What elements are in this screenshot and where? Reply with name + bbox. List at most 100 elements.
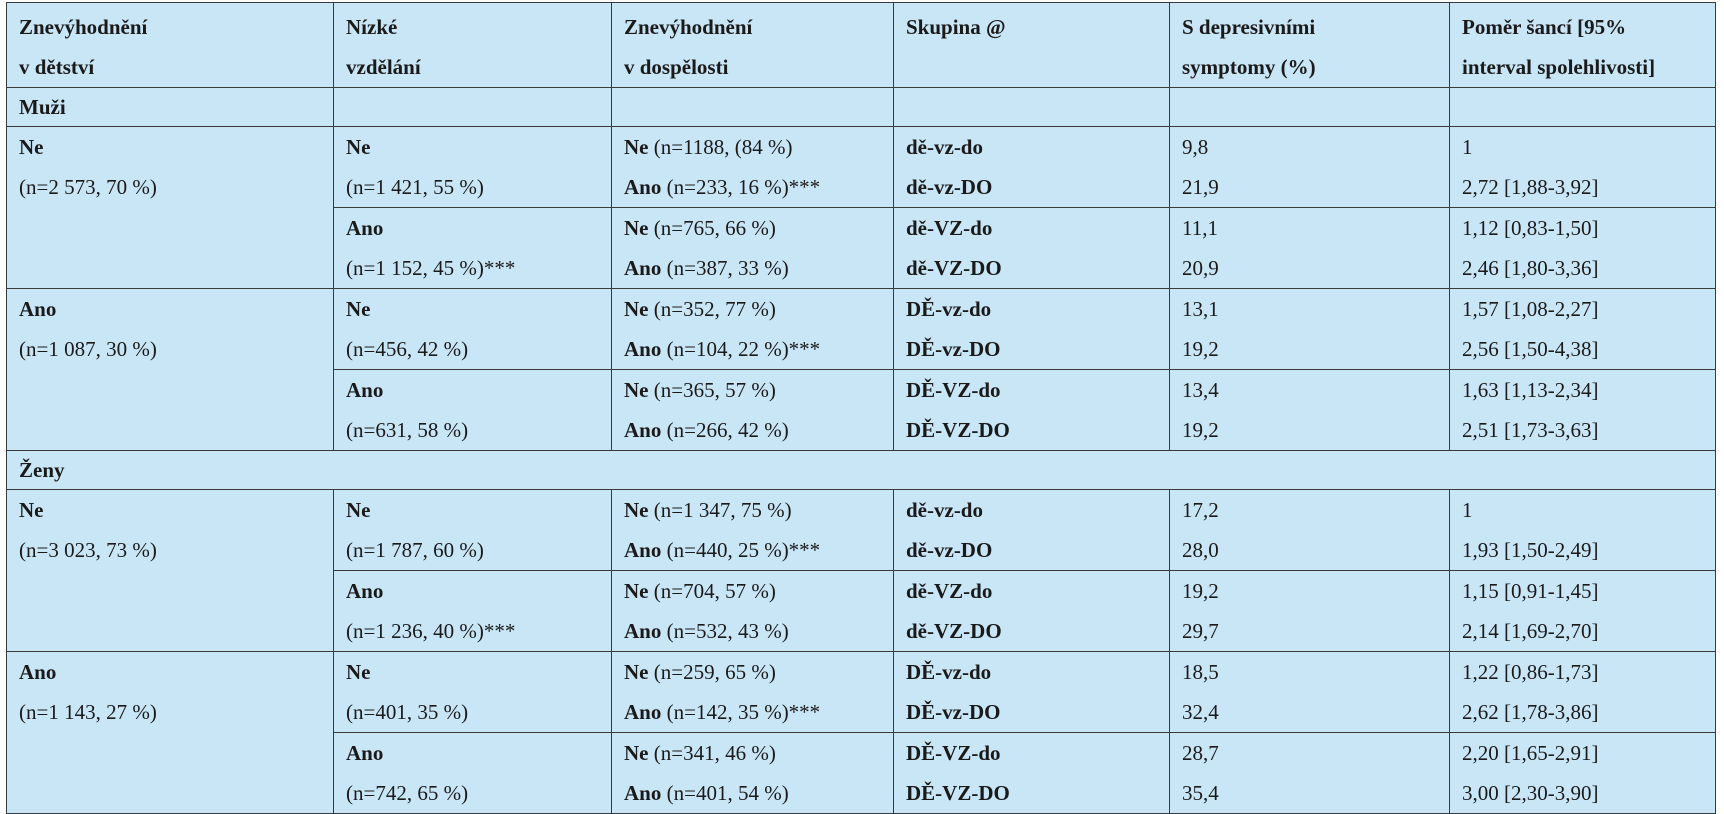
education-cell: Ne (n=401, 35 %) <box>333 651 612 733</box>
empty-cell <box>333 87 612 127</box>
table-body: Znevýhodnění v dětství Nízké vzdělání Zn… <box>6 2 1716 814</box>
cell-line: Ano <box>346 208 611 248</box>
cell-line: (n=401, 35 %) <box>346 692 611 732</box>
cell-line: 2,51 [1,73-3,63] <box>1462 410 1715 450</box>
odds-ratio: 2,72 [1,88-3,92] <box>1462 175 1599 199</box>
childhood-cell: Ano (n=1 087, 30 %) <box>6 288 334 451</box>
header-line: v dětství <box>19 55 95 79</box>
depressive-pct: 11,1 <box>1182 216 1218 240</box>
childhood-label: Ano <box>19 660 57 684</box>
education-label: Ano <box>346 741 384 765</box>
table-row: Ne (n=2 573, 70 %) Ne (n=1 421, 55 %) Ne (n=… <box>6 126 1716 289</box>
depressive-pct: 19,2 <box>1182 418 1219 442</box>
cell-line: 2,46 [1,80-3,36] <box>1462 248 1715 288</box>
education-cell: Ne (n=1 421, 55 %) <box>333 126 612 208</box>
depressive-pct: 19,2 <box>1182 337 1219 361</box>
cell-line: 28,7 <box>1182 733 1449 773</box>
adulthood-label: Ano <box>624 700 662 724</box>
cell-line: Ano (n=233, 16 %)*** <box>624 167 893 207</box>
odds-ratio: 3,00 [2,30-3,90] <box>1462 781 1599 805</box>
header-line: vzdělání <box>346 55 421 79</box>
cell-line: Ano (n=532, 43 %) <box>624 611 893 651</box>
cell-line: DĚ-vz-DO <box>906 329 1169 369</box>
table-row: Ano (n=631, 58 %) Ne (n=365, 57 %) Ano (n=2… <box>7 369 1716 451</box>
cell-line: 21,9 <box>1182 167 1449 207</box>
depressive-pct: 32,4 <box>1182 700 1219 724</box>
depressive-pct-cell: 28,7 35,4 <box>1169 732 1450 814</box>
cell-line: Ne (n=1188, (84 %) <box>624 127 893 167</box>
cell-line: Ne <box>346 652 611 692</box>
adulthood-count: (n=341, 46 %) <box>648 741 776 765</box>
odds-ratio-cell: 1,15 [0,91-1,45] 2,14 [1,69-2,70] <box>1449 570 1716 652</box>
education-count: (n=401, 35 %) <box>346 700 469 724</box>
header-cell-education: Nízké vzdělání <box>333 2 612 88</box>
adulthood-count: (n=765, 66 %) <box>648 216 776 240</box>
cell-line: dě-VZ-do <box>906 208 1169 248</box>
adulthood-label: Ano <box>624 619 662 643</box>
childhood-count: (n=2 573, 70 %) <box>19 175 157 199</box>
header-cell-group: Skupina @ <box>893 2 1170 88</box>
odds-ratio: 1,12 [0,83-1,50] <box>1462 216 1599 240</box>
header-line: S depresivními <box>1182 15 1316 39</box>
cell-line: 2,20 [1,65-2,91] <box>1462 733 1715 773</box>
group-code: DĚ-VZ-DO <box>906 781 1010 805</box>
group-cell: DĚ-vz-do DĚ-vz-DO <box>893 288 1170 370</box>
adulthood-label: Ne <box>624 135 649 159</box>
adulthood-count: (n=387, 33 %) <box>661 256 789 280</box>
depressive-pct-cell: 11,1 20,9 <box>1169 207 1450 289</box>
table-row: Ne (n=3 023, 73 %) Ne (n=1 787, 60 %) Ne (n=… <box>6 489 1716 652</box>
depressive-pct: 9,8 <box>1182 135 1209 159</box>
adulthood-count: (n=142, 35 %)*** <box>661 700 821 724</box>
header-line: Nízké <box>346 15 398 39</box>
cell-line: 1,12 [0,83-1,50] <box>1462 208 1715 248</box>
odds-ratio: 1,57 [1,08-2,27] <box>1462 297 1599 321</box>
adulthood-cell: Ne (n=704, 57 %) Ano (n=532, 43 %) <box>611 570 894 652</box>
adulthood-cell: Ne (n=765, 66 %) Ano (n=387, 33 %) <box>611 207 894 289</box>
cell-line: Ano <box>346 370 611 410</box>
group-code: DĚ-vz-DO <box>906 337 1001 361</box>
cell-line: Ne <box>346 127 611 167</box>
cell-line: (n=3 023, 73 %) <box>19 530 333 570</box>
education-cell: Ano (n=742, 65 %) <box>333 732 612 814</box>
cell-line: 2,56 [1,50-4,38] <box>1462 329 1715 369</box>
cell-line: Ano (n=266, 42 %) <box>624 410 893 450</box>
adulthood-cell: Ne (n=1188, (84 %) Ano (n=233, 16 %)*** <box>611 126 894 208</box>
data-table: Znevýhodnění v dětství Nízké vzdělání Zn… <box>6 2 1716 814</box>
cell-line: (n=2 573, 70 %) <box>19 167 333 207</box>
cell-line: 35,4 <box>1182 773 1449 813</box>
adulthood-count: (n=401, 54 %) <box>661 781 789 805</box>
education-cell: Ne (n=1 787, 60 %) <box>333 489 612 571</box>
depressive-pct-cell: 13,1 19,2 <box>1169 288 1450 370</box>
data-table-container: Znevýhodnění v dětství Nízké vzdělání Zn… <box>6 2 1716 814</box>
empty-cell <box>1449 87 1716 127</box>
group-code: dě-vz-do <box>906 498 983 522</box>
cell-line: 9,8 <box>1182 127 1449 167</box>
depressive-pct: 35,4 <box>1182 781 1219 805</box>
empty-cell <box>611 87 894 127</box>
cell-line: dě-vz-do <box>906 490 1169 530</box>
header-line: Poměr šancí [95% <box>1462 15 1627 39</box>
depressive-pct: 28,0 <box>1182 538 1219 562</box>
cell-line: dě-vz-do <box>906 127 1169 167</box>
adulthood-count: (n=365, 57 %) <box>648 378 776 402</box>
cell-line: 13,4 <box>1182 370 1449 410</box>
cell-line: 17,2 <box>1182 490 1449 530</box>
cell-line: Ano (n=387, 33 %) <box>624 248 893 288</box>
cell-line: 1 <box>1462 490 1715 530</box>
group-code: dě-VZ-DO <box>906 619 1002 643</box>
odds-ratio: 2,20 [1,65-2,91] <box>1462 741 1599 765</box>
cell-line: 2,14 [1,69-2,70] <box>1462 611 1715 651</box>
odds-ratio-cell: 2,20 [1,65-2,91] 3,00 [2,30-3,90] <box>1449 732 1716 814</box>
group-cell: DĚ-vz-do DĚ-vz-DO <box>893 651 1170 733</box>
header-line: Znevýhodnění <box>624 15 753 39</box>
cell-line: dě-VZ-do <box>906 571 1169 611</box>
cell-line: (n=1 143, 27 %) <box>19 692 333 732</box>
group-code: DĚ-vz-DO <box>906 700 1001 724</box>
cell-line: Ne (n=259, 65 %) <box>624 652 893 692</box>
cell-line: DĚ-VZ-DO <box>906 410 1169 450</box>
cell-line: (n=1 421, 55 %) <box>346 167 611 207</box>
cell-line: DĚ-VZ-do <box>906 733 1169 773</box>
cell-line: (n=1 087, 30 %) <box>19 329 333 369</box>
cell-line: Ano <box>346 733 611 773</box>
childhood-label: Ne <box>19 498 44 522</box>
